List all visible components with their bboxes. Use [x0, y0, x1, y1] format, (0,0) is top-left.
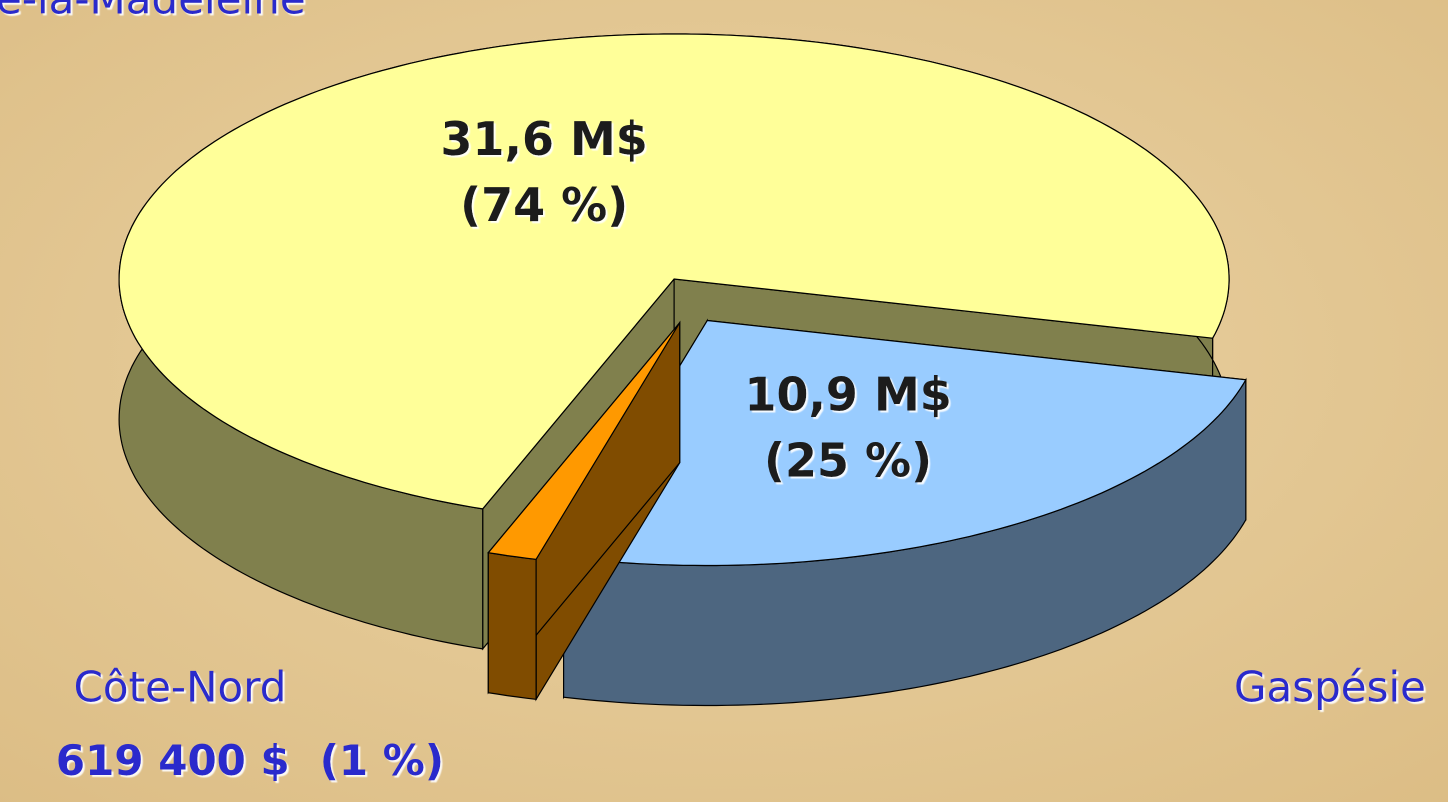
slice-top	[562, 319, 1247, 567]
slice-top	[118, 33, 1230, 510]
value-label: 619 400 $	[56, 736, 290, 785]
value-label: 31,6 M$	[441, 112, 648, 166]
slice-outer-side	[487, 552, 537, 700]
slice	[487, 320, 681, 702]
percent-label: (74 %)	[460, 178, 628, 232]
value-label: 10,9 M$	[744, 368, 951, 422]
percent-label: (25 %)	[764, 434, 932, 488]
category-label: Côte-Nord	[74, 663, 287, 712]
category-label: e-la-Madeleine	[0, 0, 306, 24]
value-label-group: 619 400 $ (1 %)	[56, 736, 444, 785]
slice-top	[487, 322, 681, 560]
percent-label: (1 %)	[320, 736, 444, 785]
category-label: Gaspésie	[1234, 663, 1426, 712]
